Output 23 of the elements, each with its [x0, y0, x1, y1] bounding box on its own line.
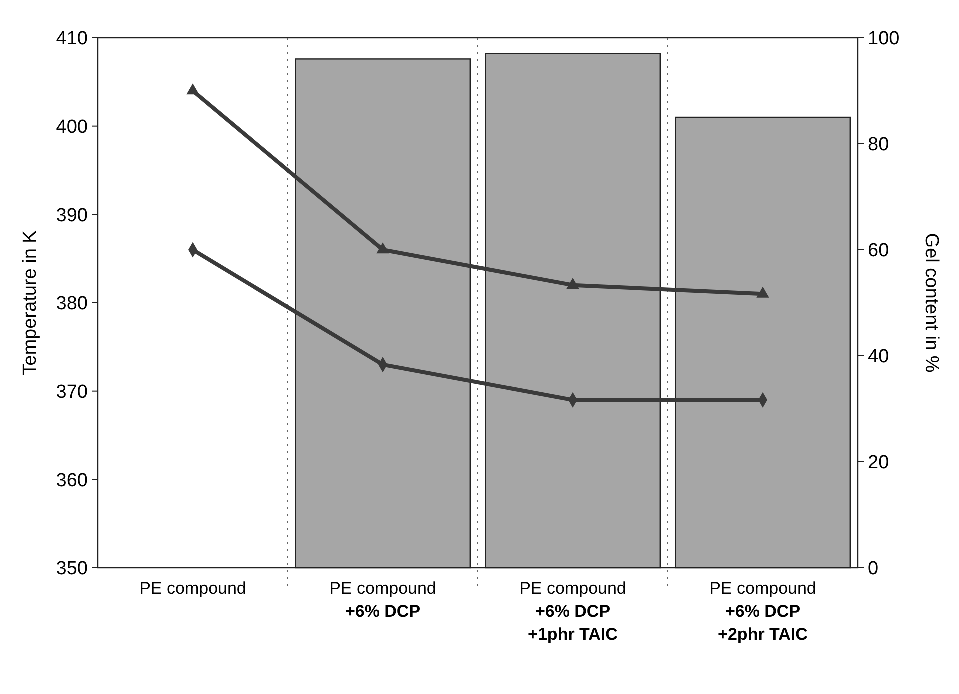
- point: [376, 242, 390, 254]
- x-tick-label: PE compound +6% DCP +2phr TAIC: [710, 579, 816, 644]
- y-tick-label: 390: [56, 205, 88, 226]
- y-tick-label: 370: [56, 382, 88, 403]
- x-tick-label: PE compound +6% DCP +1phr TAIC: [520, 579, 626, 644]
- point: [566, 278, 580, 290]
- y-tick-label: 410: [56, 28, 88, 50]
- y2-tick-label: 40: [868, 346, 890, 368]
- y-tick-label: 400: [56, 116, 88, 138]
- y2-tick-label: 60: [868, 240, 890, 262]
- y-tick-label: 380: [56, 294, 88, 315]
- y2-axis-title: Gel content in %: [921, 233, 942, 373]
- y-axis-title: Temperature in K: [20, 230, 41, 376]
- y-tick-label: 350: [56, 558, 88, 580]
- x-tick-label: PE compound +6% DCP: [330, 579, 436, 621]
- y2-tick-label: 100: [868, 28, 900, 50]
- x-tick-label: PE compound: [140, 579, 246, 598]
- point: [756, 286, 770, 298]
- point: [186, 84, 200, 95]
- y2-tick-label: 80: [868, 134, 890, 156]
- y2-tick-label: 20: [868, 452, 890, 474]
- y2-tick-label: 0: [868, 558, 879, 580]
- y-tick-label: 360: [56, 470, 88, 492]
